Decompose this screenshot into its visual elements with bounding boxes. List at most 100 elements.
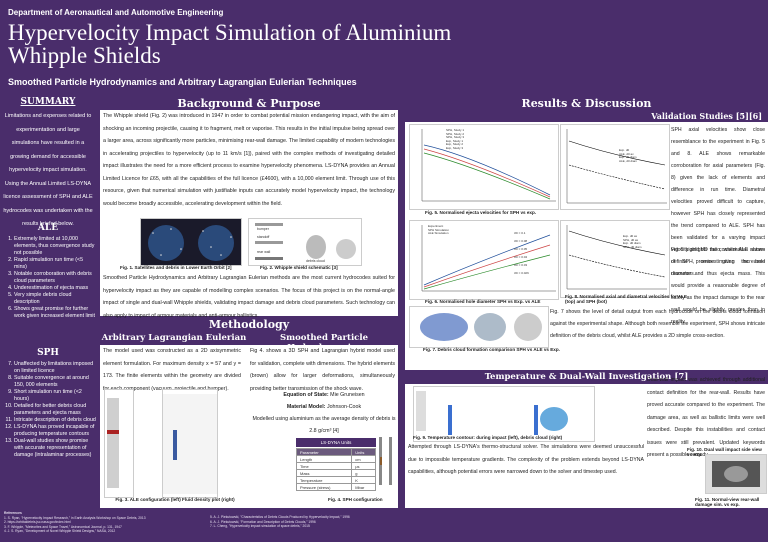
fig8-top-legend: Exp. d0 ALE, d0 ax Exp. d0 diam ALE, d0 … [619,148,638,163]
ale-configuration-figure [104,389,134,498]
chart-annotation: t/D = 0.04 [514,255,528,259]
list-item: Notable corroboration with debris cloud … [14,271,96,285]
poster-subtitle: Smoothed Particle Hydrodynamics and Arbi… [8,77,357,87]
results-text-1: SPH axial velocities show close resembla… [671,127,765,277]
fig8-bottom-velocity-chart: Exp. d0 ax SPH, d0 ax Exp. d0 diam SPH, … [560,220,670,298]
temperature-subheading: Temperature & Dual-Wall Investigation [7… [484,372,689,382]
reference-item: 2. https://orbitaldebris.jsc.nasa.gov/in… [4,520,71,524]
chart-annotation: t/D = 0.08 [514,239,528,243]
temperature-panel: Fig. 9. Temperature contour: during impa… [405,377,768,508]
ale-heading: ALE [37,223,59,233]
fig2-caption: Fig. 2. Whipple shield schematic [3] [260,265,338,270]
fig9-temperature-contour [413,386,595,442]
table-cell: Parameter [295,448,353,456]
results-text-3: Fig. 7 shows the level of detail output … [550,309,765,339]
legend-entry: Exp. d0 diam [619,155,637,160]
units-table-title: LS-DYNA Units [296,438,376,447]
background-panel: The Whipple shield (Fig. 2) was introduc… [100,110,398,319]
list-item: Detailed for better debris cloud paramet… [14,403,96,417]
legend-entry: ALE, d0 ax [619,151,634,156]
schematic-label-debris-cloud: debris cloud [306,259,325,263]
poster-title: Hypervelocity Impact Simulation of Alumi… [8,20,452,68]
fig5-caption: Fig. 5. Normalised ejecta velocities for… [425,210,537,215]
legend-entry: Exp. d0 diam [623,241,641,246]
satellite-debris-image [140,218,242,266]
legend-entry: Exp. d0 ax [623,234,638,238]
fig6-caption: Fig. 6. Normalised hole diameter SPH vs … [425,299,541,304]
fig5-ejecta-velocity-chart: SPH, Study 1 SPH, Study 2 SPH, Study 3 E… [409,124,559,210]
table-cell: Units [351,448,376,456]
legend-entry: SPH, Study 3 [446,135,465,140]
fig1-caption: Fig. 1. Satellites and debris in Lower E… [120,265,232,270]
sph-heading: SPH [37,348,59,358]
fig8-caption: Fig. 8. Normalised axial and diametral v… [565,294,688,304]
fig11-caption: Fig. 11. Normal-view rear-wall damage si… [695,497,760,507]
list-item: Unaffected by limitations imposed on lim… [14,361,96,375]
legend-entry: Exp, Study 2 [446,142,464,147]
chart-annotation: t/D = 0.05 [514,247,528,251]
table-row: Pressure (stress) Mbar [295,483,376,491]
purpose-text: Smoothed Particle Hydrodynamics and Arbi… [103,275,395,319]
fig4-caption: Fig. 4. SPH configuration [328,497,383,502]
list-item: Shows great promise for further work giv… [14,306,96,320]
table-cell: K [351,476,376,484]
reference-item: 6. A. J. Piekutowski, "Formation and Des… [210,519,316,524]
background-text: The Whipple shield (Fig. 2) was introduc… [103,113,395,207]
fig10-dual-wall-impact-image [705,454,767,494]
legend-entry: Exp. d0 [619,148,630,152]
list-item: Very simple debris cloud description [14,292,96,306]
table-cell: μs [351,462,376,470]
fluid-density-plot [162,389,218,498]
schematic-label-bumper: bumper [257,227,269,231]
legend-entry: Experiment [428,224,444,228]
table-cell: Mbar [351,483,376,491]
table-cell: Mass [295,469,353,477]
reference-item: 5. A. J. Piekutowski, "Characteristics o… [210,515,350,519]
schematic-label-rear-wall: rear wall [257,250,271,254]
eos-label: Equation of State: [283,392,329,398]
results-heading: Results & Discussion [521,97,652,110]
list-item: Short simulation run time (<2 hours) [14,389,96,403]
list-item: Suitable convergence at around 150, 000 … [14,375,96,389]
fig9-caption: Fig. 9. Temperature contour: during impa… [413,435,563,440]
sph-method-text: Fig 4. shows a 3D SPH and Lagrangian hyb… [250,348,395,392]
list-item: Extremely limited at 10,000 elements, th… [14,236,96,257]
department-name: Department of Aeronautical and Automotiv… [8,8,224,17]
references-col2: 5. A. J. Piekutowski, "Characteristics o… [210,515,410,529]
list-item: LS-DYNA has proved incapable of producin… [14,424,96,438]
legend-entry: ALE, d0 diam [619,158,638,163]
table-row: Parameter Units [295,448,376,456]
validation-subheading: Validation Studies [5][6] [405,110,768,122]
list-item: Underestimation of ejecta mass [14,285,96,292]
units-table: Parameter Units Length cm Time μs Mass g Tem… [295,448,376,491]
list-item: Rapid simulation run time (<5 mins) [14,257,96,271]
chart-annotation: t/D = 0.1 [514,231,526,235]
reference-item: 4. J. S. Ryan, "Development of Novel Whi… [4,529,116,533]
eos-value: Mie Gruneisen [330,392,365,398]
validation-panel: Validation Studies [5][6] SPH, Study 1 S… [405,110,768,370]
legend-entry: SPH Simulation [428,227,450,232]
whipple-shield-schematic: bumper standoff rear wall debris cloud [248,218,362,266]
density-text: Modelled using aluminium as the average … [252,416,396,434]
reference-item: 7. L. Cheng, "Hypervelocity impact simul… [210,524,310,528]
results-text-2: Fig 6 highlights the conservative nature… [671,247,765,325]
list-item: Intricate description of debris cloud [14,417,96,424]
table-cell: Time [295,462,353,470]
summary-text: Limitations and expenses related to expe… [3,113,93,227]
table-row: Time μs [295,462,376,470]
table-cell: Pressure (stress) [295,483,353,491]
chart-annotation: t/D = 0.03 [514,263,528,267]
legend-entry: SPH, Study 2 [446,131,465,136]
material-value: Johnson-Cook [326,404,362,410]
table-cell: g [351,469,376,477]
methodology-panel: The model used was constructed as a 2D a… [100,345,398,508]
reference-item: 3. F. Whipple, "Meteorites and Space Tra… [4,524,122,529]
legend-entry: SPH, d0 ax [623,237,639,242]
fig3-caption: Fig. 3. ALE configuration (left) Fluid d… [115,497,235,502]
ale-method-text: The model used was constructed as a 2D a… [103,348,241,392]
fig7-debris-cloud-comparison [409,306,549,348]
sph-summary-list: Unaffected by limitations imposed on lim… [0,361,96,459]
poster-header: Department of Aeronautical and Automotiv… [0,0,768,92]
material-info: Equation of State: Mie Gruneisen Materia… [250,389,398,437]
legend-entry: Exp, Study 1 [446,138,464,143]
